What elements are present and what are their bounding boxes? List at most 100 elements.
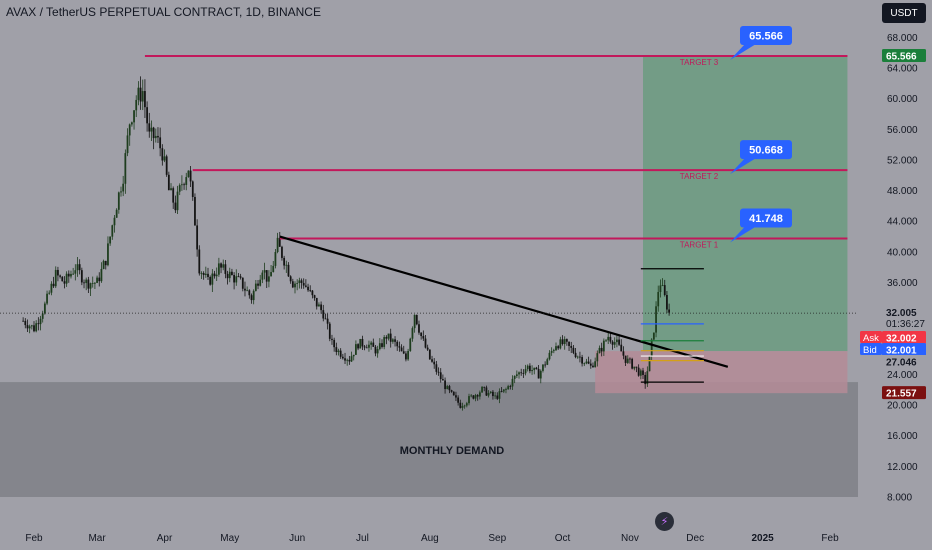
y-tick-label: 60.000 — [887, 94, 918, 105]
candle-body — [46, 293, 48, 304]
candle-body — [439, 372, 442, 380]
candle-body — [568, 341, 570, 346]
candle-body — [250, 295, 253, 301]
candle-body — [80, 270, 83, 283]
candle-body — [552, 350, 555, 352]
candle-body — [631, 358, 634, 369]
entry-price-tag: 27.046 — [886, 358, 917, 369]
candle-body — [442, 379, 444, 381]
candle-body — [211, 273, 214, 285]
candle-body — [470, 395, 473, 397]
currency-button[interactable]: USDT — [882, 3, 926, 23]
candle-body — [183, 184, 185, 186]
ask-label: Ask — [863, 333, 879, 344]
candle-body — [370, 342, 373, 345]
x-tick-label: Oct — [555, 533, 571, 544]
candle-body — [96, 277, 98, 283]
candle-body — [531, 370, 533, 372]
candle-body — [263, 270, 266, 273]
candle-body — [459, 402, 462, 408]
candle-body — [607, 336, 610, 341]
candle-body — [144, 91, 146, 108]
candle-body — [663, 285, 666, 295]
candle-body — [646, 371, 649, 385]
candle-body — [348, 359, 351, 362]
candle-body — [644, 374, 647, 385]
candle-body — [378, 343, 381, 350]
candle-body — [422, 336, 425, 339]
candle-body — [398, 346, 401, 348]
candle-body — [626, 358, 629, 363]
x-tick-label: May — [220, 533, 239, 544]
candle-body — [437, 371, 440, 373]
y-tick-label: 24.000 — [887, 370, 918, 381]
candle-body — [130, 122, 133, 125]
candle-body — [228, 271, 231, 279]
candle-body — [396, 341, 399, 347]
candle-body — [657, 291, 660, 307]
candle-body — [535, 367, 538, 369]
candle-body — [391, 339, 394, 342]
candle-body — [265, 270, 268, 282]
candle-body — [385, 337, 388, 339]
candle-body — [616, 339, 618, 343]
candle-body — [63, 281, 66, 284]
candle-body — [624, 355, 627, 363]
target-label-3: TARGET 3 — [680, 58, 719, 67]
x-tick-label: Jul — [356, 533, 369, 544]
candle-body — [194, 196, 196, 226]
candle-body — [226, 273, 229, 279]
candle-body — [74, 270, 77, 274]
candle-body — [111, 225, 114, 237]
y-tick-label: 12.000 — [887, 462, 918, 473]
candle-body — [124, 153, 127, 184]
candle-body — [515, 374, 518, 376]
candle-body — [605, 340, 607, 342]
candle-body — [146, 107, 148, 124]
candle-body — [237, 276, 240, 278]
candle-body — [50, 283, 53, 293]
candle-body — [498, 391, 501, 399]
candle-body — [141, 91, 144, 102]
candle-body — [468, 396, 470, 404]
candle-body — [431, 359, 433, 362]
candle-body — [339, 350, 342, 357]
candle-body — [550, 351, 553, 353]
candle-body — [268, 276, 270, 282]
candle-body — [87, 279, 90, 289]
x-tick-label: 2025 — [752, 533, 775, 544]
candle-body — [313, 295, 316, 298]
candle-body — [570, 345, 573, 348]
loss-zone — [595, 351, 848, 394]
target-price-tag: 65.566 — [882, 49, 926, 63]
candle-body — [400, 347, 403, 352]
x-tick-label: Aug — [421, 533, 439, 544]
candle-body — [485, 387, 488, 396]
candle-body — [235, 276, 238, 283]
callout-pointer-2 — [730, 158, 756, 175]
candle-body — [524, 369, 527, 374]
candle-body — [76, 264, 79, 271]
candle-body — [574, 352, 577, 358]
candle-body — [120, 191, 122, 193]
candle-body — [157, 135, 159, 138]
candle-body — [502, 389, 505, 392]
candle-body — [139, 87, 142, 102]
candle-body — [592, 365, 594, 368]
candle-body — [311, 290, 314, 296]
candle-body — [83, 282, 85, 284]
candle-body — [296, 283, 299, 284]
candle-body — [405, 353, 407, 360]
candle-body — [89, 283, 92, 289]
candle-body — [294, 283, 296, 288]
target-price-tag-text: 65.566 — [886, 52, 917, 63]
candle-body — [150, 127, 153, 132]
candle-body — [170, 188, 172, 191]
current-price-value: 32.005 — [886, 308, 917, 319]
candle-body — [65, 273, 68, 284]
bid-label: Bid — [863, 345, 877, 356]
lightning-bolt-icon[interactable]: ⚡ — [655, 512, 674, 531]
candle-body — [355, 344, 357, 355]
